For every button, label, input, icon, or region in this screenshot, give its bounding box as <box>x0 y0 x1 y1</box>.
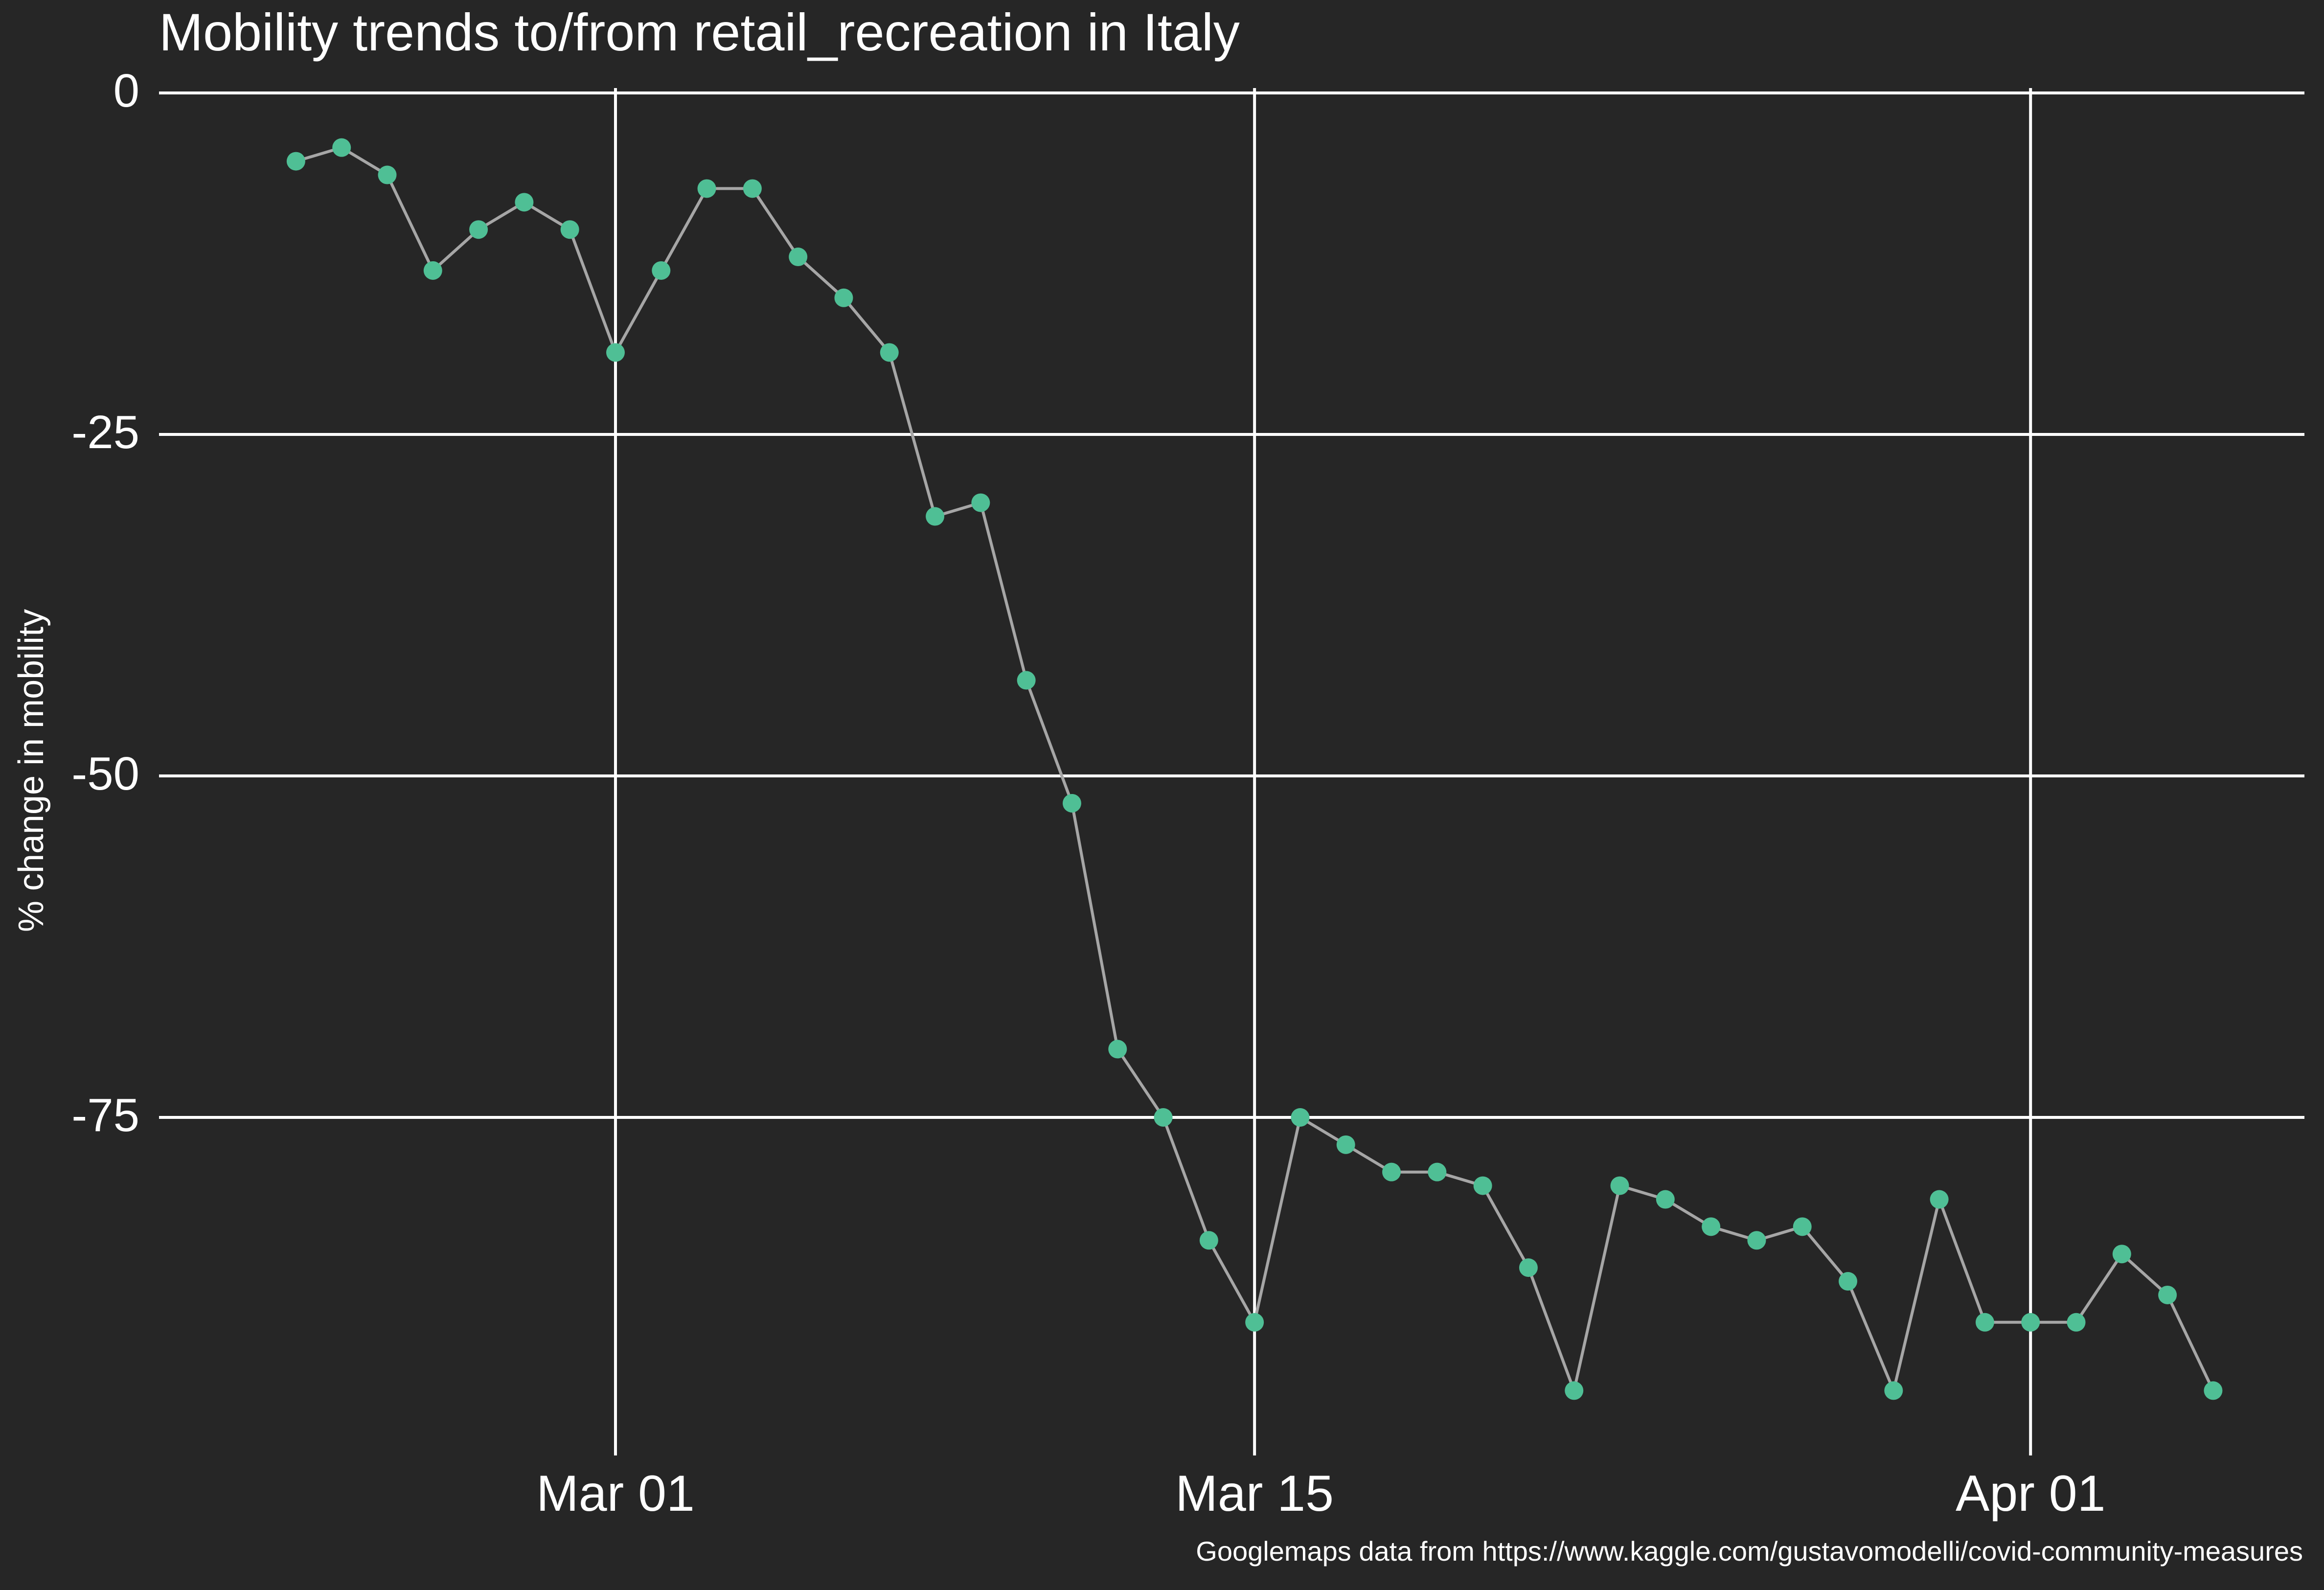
data-point <box>1884 1381 1903 1400</box>
y-tick-label: -75 <box>71 1089 139 1141</box>
axis-ticks: 0 -25 -50 -75 Mar 01 Mar 15 Apr 01 <box>71 65 2105 1522</box>
data-point <box>1930 1190 1949 1209</box>
data-point <box>1017 671 1036 690</box>
data-point <box>697 179 716 198</box>
data-point <box>1291 1108 1310 1127</box>
data-point <box>2158 1285 2177 1304</box>
x-tick-label: Mar 15 <box>1175 1465 1334 1522</box>
y-axis-label: % change in mobility <box>12 609 51 932</box>
data-point <box>1108 1040 1127 1059</box>
data-point <box>1839 1272 1858 1291</box>
data-point <box>1793 1217 1812 1236</box>
data-point <box>1610 1176 1629 1195</box>
data-point <box>1519 1258 1538 1277</box>
series-retail-recreation <box>286 138 2223 1400</box>
data-point <box>1199 1231 1218 1250</box>
data-point <box>1336 1135 1355 1154</box>
data-point <box>469 220 488 239</box>
data-point <box>971 493 990 512</box>
data-point <box>926 507 945 526</box>
chart-title: Mobility trends to/from retail_recreatio… <box>159 2 1240 62</box>
data-point <box>652 261 671 280</box>
data-point <box>880 343 899 362</box>
y-tick-label: 0 <box>114 65 139 117</box>
data-point <box>1428 1162 1447 1181</box>
y-tick-label: -50 <box>71 748 139 800</box>
data-point <box>1154 1108 1173 1127</box>
data-point <box>2067 1313 2086 1332</box>
data-point <box>1473 1176 1492 1195</box>
data-point <box>2021 1313 2040 1332</box>
data-point <box>332 138 351 157</box>
data-point <box>515 193 534 212</box>
data-point <box>1975 1313 1994 1332</box>
data-point <box>1062 794 1081 813</box>
y-tick-label: -25 <box>71 406 139 458</box>
grid-lines <box>159 88 2304 1455</box>
data-point <box>1565 1381 1584 1400</box>
data-point <box>286 152 305 171</box>
data-point <box>1747 1231 1766 1250</box>
source-caption: Googlemaps data from https://www.kaggle.… <box>1196 1536 2303 1567</box>
data-point <box>606 343 625 362</box>
data-point <box>789 248 808 267</box>
data-point <box>1656 1190 1675 1209</box>
data-point <box>1382 1162 1401 1181</box>
data-point <box>743 179 762 198</box>
x-tick-label: Apr 01 <box>1956 1465 2105 1522</box>
data-point <box>834 288 853 307</box>
data-point <box>423 261 442 280</box>
data-point <box>560 220 579 239</box>
data-point <box>378 165 397 184</box>
data-point <box>2204 1381 2223 1400</box>
data-point <box>1245 1313 1264 1332</box>
x-tick-label: Mar 01 <box>536 1465 695 1522</box>
data-point <box>1702 1217 1721 1236</box>
data-point <box>2112 1245 2131 1264</box>
